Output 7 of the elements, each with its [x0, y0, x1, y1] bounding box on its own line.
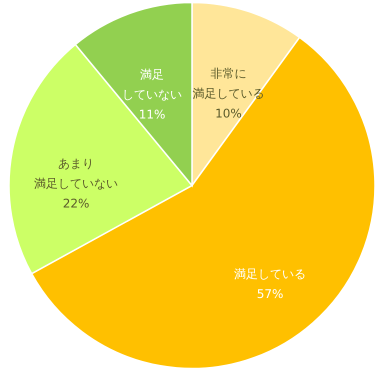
data-label: 22% — [62, 196, 90, 210]
data-label: 10% — [215, 106, 242, 120]
data-label: 11% — [138, 107, 166, 122]
slice-label: あまり満足していない — [34, 156, 118, 190]
data-label: 57% — [256, 287, 284, 302]
slice-label: 満足している — [234, 267, 306, 282]
slice-label: 満足していない — [122, 67, 182, 102]
